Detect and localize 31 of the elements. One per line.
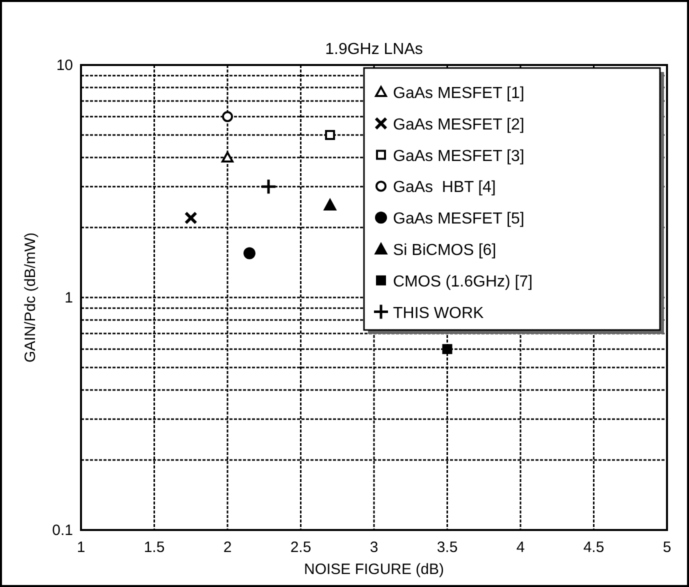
chart-title: 1.9GHz LNAs <box>325 41 423 58</box>
x-axis-title: NOISE FIGURE (dB) <box>304 561 444 578</box>
x-tick-label: 3.5 <box>436 539 458 556</box>
legend-label: GaAs MESFET [3] <box>393 148 524 165</box>
point <box>324 198 337 210</box>
x-tick-label: 5 <box>662 539 672 556</box>
x-tick-label: 1 <box>76 539 86 556</box>
point <box>243 247 256 260</box>
legend-label: GaAs MESFET [1] <box>393 85 524 102</box>
y-axis-title: GAIN/Pdc (dB/mW) <box>22 232 39 363</box>
point <box>260 178 277 195</box>
legend-label: CMOS (1.6GHz) [7] <box>393 273 533 290</box>
legend-label: GaAs MESFET [5] <box>393 210 524 228</box>
x-tick-label: 1.5 <box>144 539 165 556</box>
x-tick-label: 4.5 <box>583 539 604 556</box>
point <box>184 211 198 224</box>
x-tick-label: 2 <box>223 539 232 556</box>
point <box>325 130 336 140</box>
legend-label: Si BiCMOS [6] <box>393 242 496 259</box>
x-tick-label: 4 <box>516 539 525 556</box>
point <box>442 344 452 354</box>
y-tick-label: 0.1 <box>52 522 73 539</box>
x-tick-label: 3 <box>370 539 378 556</box>
legend-label: THIS WORK <box>393 304 484 322</box>
point <box>222 111 233 122</box>
legend-label: GaAs MESFET [2] <box>393 116 524 134</box>
y-tick-label: 10 <box>56 57 73 74</box>
point <box>222 152 234 163</box>
x-tick-label: 2.5 <box>290 539 312 556</box>
legend-label: GaAs HBT [4] <box>393 179 496 196</box>
y-tick-label: 1 <box>64 290 73 306</box>
